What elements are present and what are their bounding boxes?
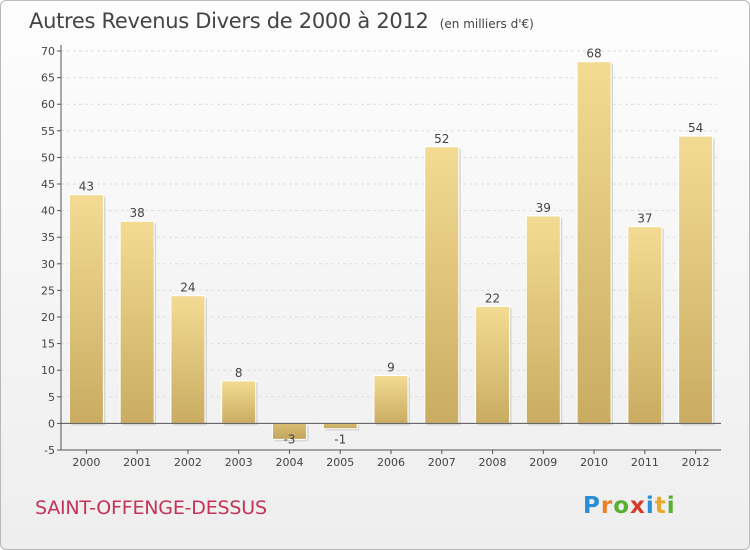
proxiti-logo: Proxiti	[583, 493, 676, 519]
data-label: 37	[637, 212, 652, 226]
bar	[577, 62, 611, 424]
x-tick-label: 2007	[428, 456, 456, 469]
x-tick-label: 2010	[580, 456, 608, 469]
bar	[323, 423, 357, 428]
y-tick-label: 5	[48, 391, 55, 404]
y-tick-label: 40	[41, 205, 55, 218]
logo-letter: i	[646, 493, 655, 519]
data-label: 68	[586, 47, 601, 61]
x-tick-label: 2002	[174, 456, 202, 469]
data-label: 24	[180, 281, 195, 295]
y-tick-label: 55	[41, 125, 55, 138]
bar	[679, 136, 713, 423]
y-tick-label: 15	[41, 338, 55, 351]
data-label: 39	[536, 201, 551, 215]
bars	[69, 62, 714, 442]
bar	[425, 147, 459, 424]
bar	[628, 227, 662, 424]
x-tick-label: 2004	[275, 456, 303, 469]
bar	[476, 306, 510, 423]
data-label: 54	[688, 121, 703, 135]
bar	[222, 381, 256, 424]
data-label: 38	[130, 206, 145, 220]
bar	[120, 221, 154, 423]
y-tick-label: 50	[41, 151, 55, 164]
x-tick-label: 2009	[529, 456, 557, 469]
y-tick-label: 60	[41, 98, 55, 111]
bar	[171, 296, 205, 424]
commune-name: SAINT-OFFENGE-DESSUS	[35, 497, 267, 519]
y-tick-label: 45	[41, 178, 55, 191]
data-label: -1	[334, 432, 346, 446]
logo-letter: i	[667, 493, 676, 519]
logo-letter: t	[655, 493, 667, 519]
x-tick-label: 2006	[377, 456, 405, 469]
logo-letter: o	[613, 493, 630, 519]
y-tick-label: 30	[41, 258, 55, 271]
x-tick-label: 2003	[225, 456, 253, 469]
y-tick-label: -5	[44, 444, 55, 457]
data-label: -3	[283, 432, 295, 446]
logo-letter: r	[601, 493, 613, 519]
y-tick-label: 10	[41, 364, 55, 377]
logo-letter: x	[630, 493, 646, 519]
y-tick-label: 35	[41, 231, 55, 244]
bar	[374, 376, 408, 424]
x-tick-label: 2000	[72, 456, 100, 469]
x-tick-label: 2011	[631, 456, 659, 469]
data-label: 52	[434, 132, 449, 146]
x-tick-label: 2012	[682, 456, 710, 469]
bar	[69, 195, 103, 424]
y-tick-label: 65	[41, 72, 55, 85]
data-label: 8	[235, 366, 243, 380]
logo-letter: P	[583, 493, 601, 519]
y-tick-label: 25	[41, 284, 55, 297]
bar	[526, 216, 560, 423]
y-tick-label: 0	[48, 417, 55, 430]
data-label: 43	[79, 180, 94, 194]
x-tick-label: 2008	[479, 456, 507, 469]
y-tick-label: 20	[41, 311, 55, 324]
x-tick-label: 2001	[123, 456, 151, 469]
data-label: 22	[485, 291, 500, 305]
y-tick-label: 70	[41, 45, 55, 58]
data-label: 9	[387, 361, 395, 375]
x-tick-label: 2005	[326, 456, 354, 469]
